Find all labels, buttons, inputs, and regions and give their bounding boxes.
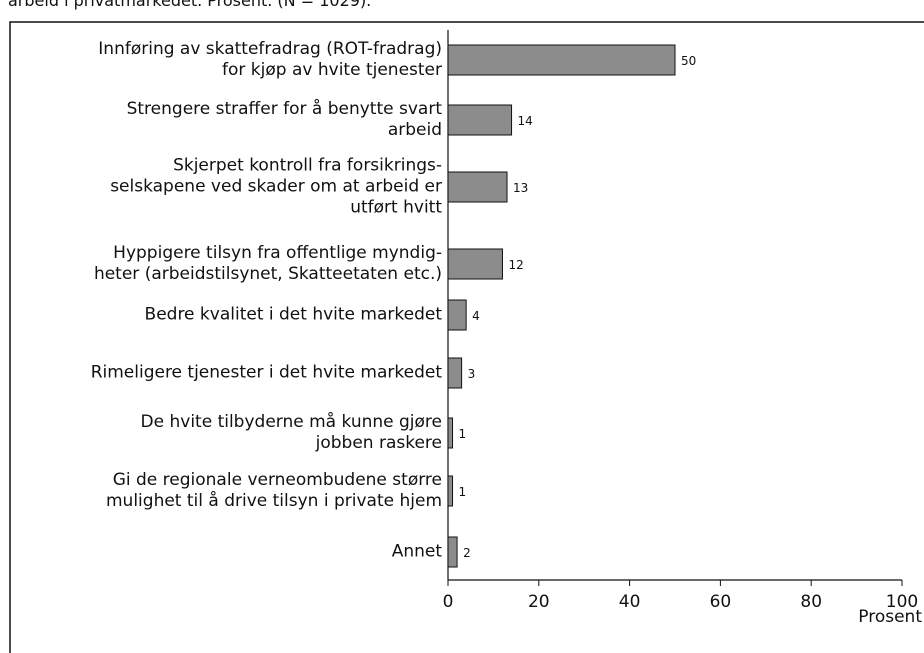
x-tick-label: 80 — [800, 592, 822, 612]
category-label: Strengere straffer for å benytte svart a… — [126, 99, 442, 140]
category-label: Rimeligere tjenester i det hvite markede… — [90, 362, 442, 383]
value-label: 13 — [513, 181, 528, 195]
x-tick-label: 40 — [619, 592, 641, 612]
bar — [447, 104, 513, 136]
bar — [447, 299, 467, 331]
x-tick-label: 0 — [443, 592, 454, 612]
category-label: Skjerpet kontroll fra forsikrings- selsk… — [110, 155, 442, 218]
x-axis-label: Prosent — [858, 607, 922, 627]
category-label: Bedre kvalitet i det hvite markedet — [144, 304, 442, 325]
category-label: Innføring av skattefradrag (ROT-fradrag)… — [98, 39, 442, 80]
x-tick-label: 20 — [528, 592, 550, 612]
bar — [447, 475, 454, 507]
value-label: 1 — [459, 485, 467, 499]
category-label: Hyppigere tilsyn fra offentlige myndig- … — [93, 243, 442, 284]
bar — [447, 171, 508, 203]
category-label: Gi de regionale verneombudene større mul… — [106, 470, 442, 511]
value-label: 14 — [518, 114, 533, 128]
value-label: 12 — [508, 258, 523, 272]
bar — [447, 417, 454, 449]
category-label: De hvite tilbyderne må kunne gjøre jobbe… — [140, 412, 442, 453]
value-label: 3 — [468, 367, 476, 381]
x-tick-label: 100 — [886, 592, 918, 612]
value-label: 50 — [681, 54, 696, 68]
bar — [447, 248, 503, 280]
value-label: 2 — [463, 546, 471, 560]
bar — [447, 44, 676, 76]
bar — [447, 536, 458, 568]
bar — [447, 357, 463, 389]
subtitle: arbeid i privatmarkedet. Prosent. (N = 1… — [8, 0, 372, 10]
x-tick-label: 60 — [710, 592, 732, 612]
value-label: 1 — [459, 427, 467, 441]
frame — [9, 21, 924, 653]
category-label: Annet — [391, 541, 442, 562]
value-label: 4 — [472, 309, 480, 323]
